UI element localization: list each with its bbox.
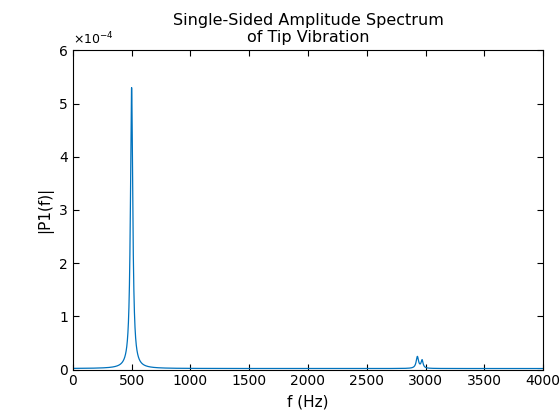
Y-axis label: |P1(f)|: |P1(f)| — [38, 187, 54, 233]
X-axis label: f (Hz): f (Hz) — [287, 394, 329, 409]
Text: $\times10^{-4}$: $\times10^{-4}$ — [73, 31, 114, 47]
Title: Single-Sided Amplitude Spectrum
of Tip Vibration: Single-Sided Amplitude Spectrum of Tip V… — [172, 13, 444, 45]
